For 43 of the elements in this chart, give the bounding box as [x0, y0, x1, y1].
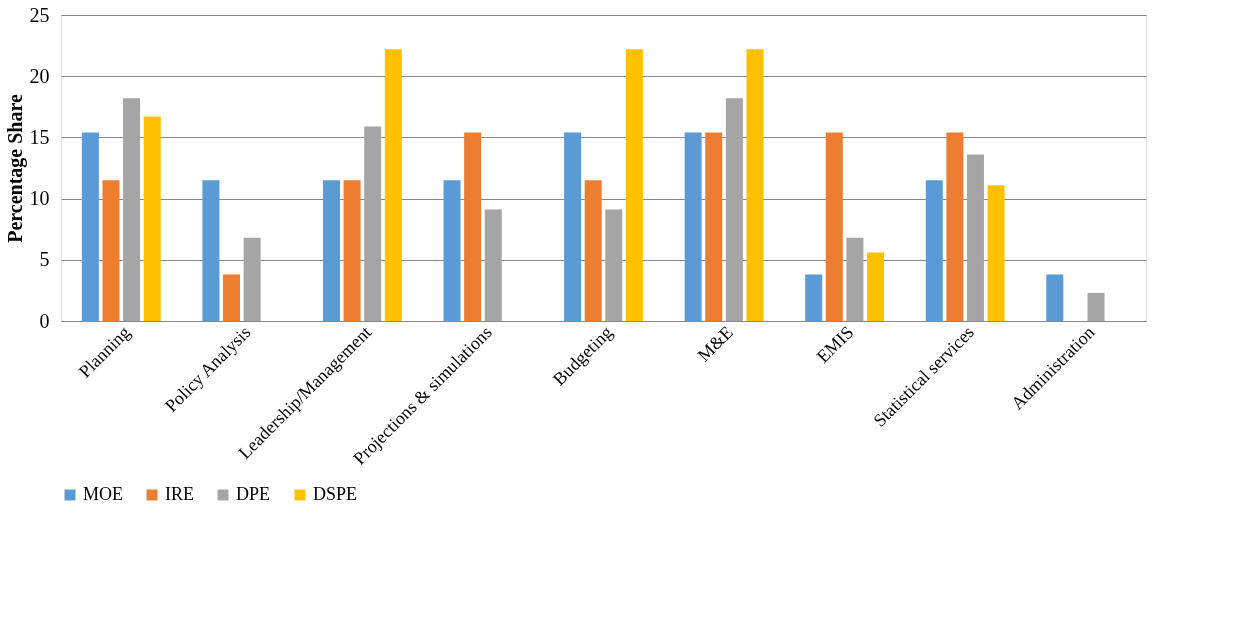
bar [564, 132, 582, 321]
bar [1087, 292, 1105, 321]
bar [725, 98, 743, 321]
bar [925, 180, 943, 321]
bar [867, 252, 885, 321]
bar [946, 132, 964, 321]
bar [684, 132, 702, 321]
bar [584, 180, 602, 321]
legend-label: IRE [165, 484, 194, 504]
bar [243, 237, 261, 321]
bar [123, 98, 141, 321]
bar [464, 132, 482, 321]
bar [81, 132, 99, 321]
y-tick-label: 5 [39, 248, 50, 271]
bar [846, 237, 864, 321]
bar [1046, 274, 1064, 321]
bar [746, 49, 764, 321]
bar [102, 180, 120, 321]
bar [364, 126, 382, 321]
bar [484, 209, 502, 321]
bar [825, 132, 843, 321]
bar [202, 180, 220, 321]
bar [143, 116, 161, 321]
bar [343, 180, 361, 321]
bar [443, 180, 461, 321]
y-tick-label: 25 [29, 3, 50, 26]
bar [805, 274, 823, 321]
bar [223, 274, 241, 321]
legend-label: DSPE [313, 484, 358, 504]
y-tick-label: 0 [39, 309, 50, 332]
bar [966, 154, 984, 321]
legend-label: MOE [83, 484, 123, 504]
bar [625, 49, 643, 321]
bar [605, 209, 623, 321]
y-axis-title: Percentage Share [3, 94, 27, 243]
bar [322, 180, 340, 321]
legend-label: DPE [236, 484, 271, 504]
bar [705, 132, 723, 321]
bar [384, 49, 402, 321]
bar [987, 185, 1005, 321]
y-tick-label: 20 [29, 64, 50, 87]
y-tick-label: 15 [29, 125, 50, 148]
y-tick-label: 10 [29, 187, 50, 210]
